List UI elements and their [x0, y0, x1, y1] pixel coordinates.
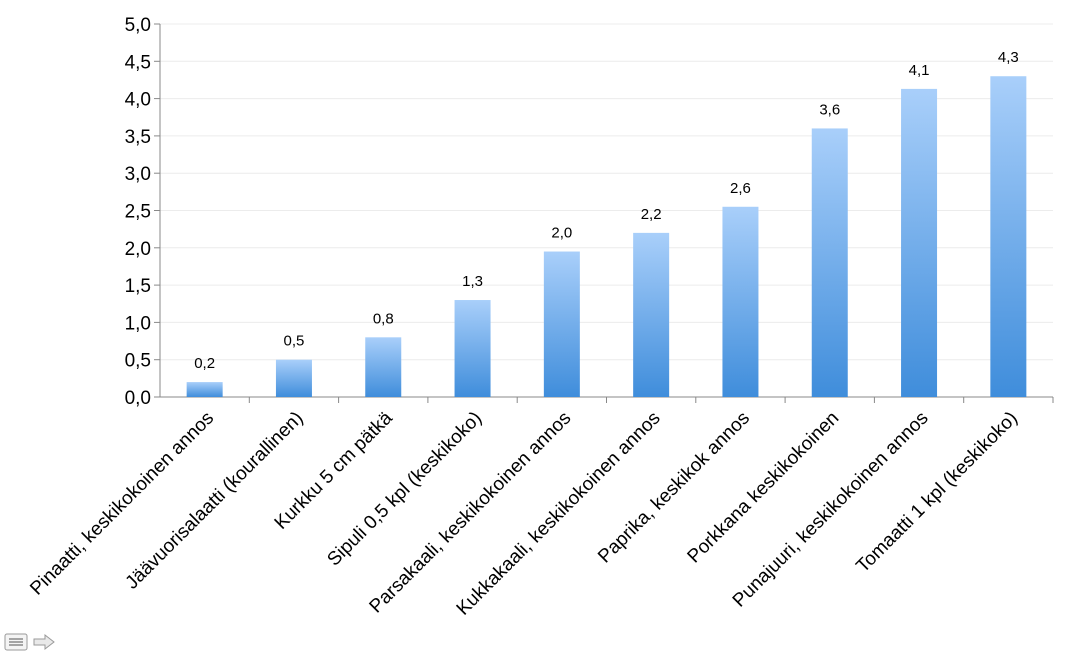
data-label: 4,3	[998, 49, 1019, 66]
x-tick-label: Sipuli 0,5 kpl (keskikoko)	[323, 408, 486, 571]
x-tick-label: Porkkana keskikokoinen	[684, 408, 844, 568]
y-tick-label: 3,0	[125, 164, 151, 185]
y-tick-label: 3,5	[125, 127, 151, 148]
bar	[811, 128, 848, 397]
bar	[543, 251, 580, 397]
x-tick-label: Paprika, keskikok annos	[594, 408, 754, 568]
arrow-right-icon[interactable]	[32, 633, 56, 651]
x-axis-ticks: Pinaatti, keskikokoinen annosJäävuorisal…	[26, 397, 1054, 620]
y-axis-ticks: 0,0 0,5 1,0 1,5 2,0 2,5 3,0 3,5 4,0 4,5 5,0	[125, 15, 160, 409]
y-tick-label: 1,0	[125, 313, 151, 334]
y-tick-label: 2,5	[125, 202, 151, 223]
y-tick-label: 1,5	[125, 276, 151, 297]
menu-lines-icon[interactable]	[4, 633, 28, 651]
y-tick-label: 2,0	[125, 239, 151, 260]
y-tick-label: 0,5	[125, 351, 151, 372]
bar	[990, 76, 1027, 397]
data-label: 0,5	[284, 333, 305, 350]
bar	[901, 88, 938, 397]
y-tick-label: 0,0	[125, 388, 151, 409]
bar	[275, 359, 312, 397]
slide-navigation	[4, 633, 56, 651]
data-label: 0,2	[194, 355, 215, 372]
gridlines	[160, 23, 1053, 361]
y-tick-label: 5,0	[125, 15, 151, 36]
y-tick-label: 4,5	[125, 52, 151, 73]
data-label: 2,0	[551, 225, 572, 242]
bar	[722, 206, 759, 397]
data-labels: 0,2 0,5 0,8 1,3 2,0 2,2 2,6 3,6 4,1 4,3	[194, 49, 1019, 372]
x-tick-label: Pinaatti, keskikokoinen annos	[26, 408, 218, 600]
bar	[365, 337, 402, 397]
bar	[633, 232, 670, 397]
x-tick-label: Tomaatti 1 kpl (keskikoko)	[852, 408, 1021, 577]
data-label: 2,2	[641, 206, 662, 223]
bar	[186, 382, 223, 397]
data-label: 2,6	[730, 180, 751, 197]
data-label: 0,8	[373, 310, 394, 327]
bars	[186, 76, 1027, 397]
x-tick-label: Jäävuorisalaatti (kourallinen)	[122, 408, 308, 594]
data-label: 3,6	[819, 101, 840, 118]
data-label: 4,1	[909, 62, 930, 79]
bar	[454, 300, 491, 397]
data-label: 1,3	[462, 273, 483, 290]
x-tick-label: Punajuuri, keskikokoinen annos	[729, 408, 933, 612]
y-tick-label: 4,0	[125, 90, 151, 111]
